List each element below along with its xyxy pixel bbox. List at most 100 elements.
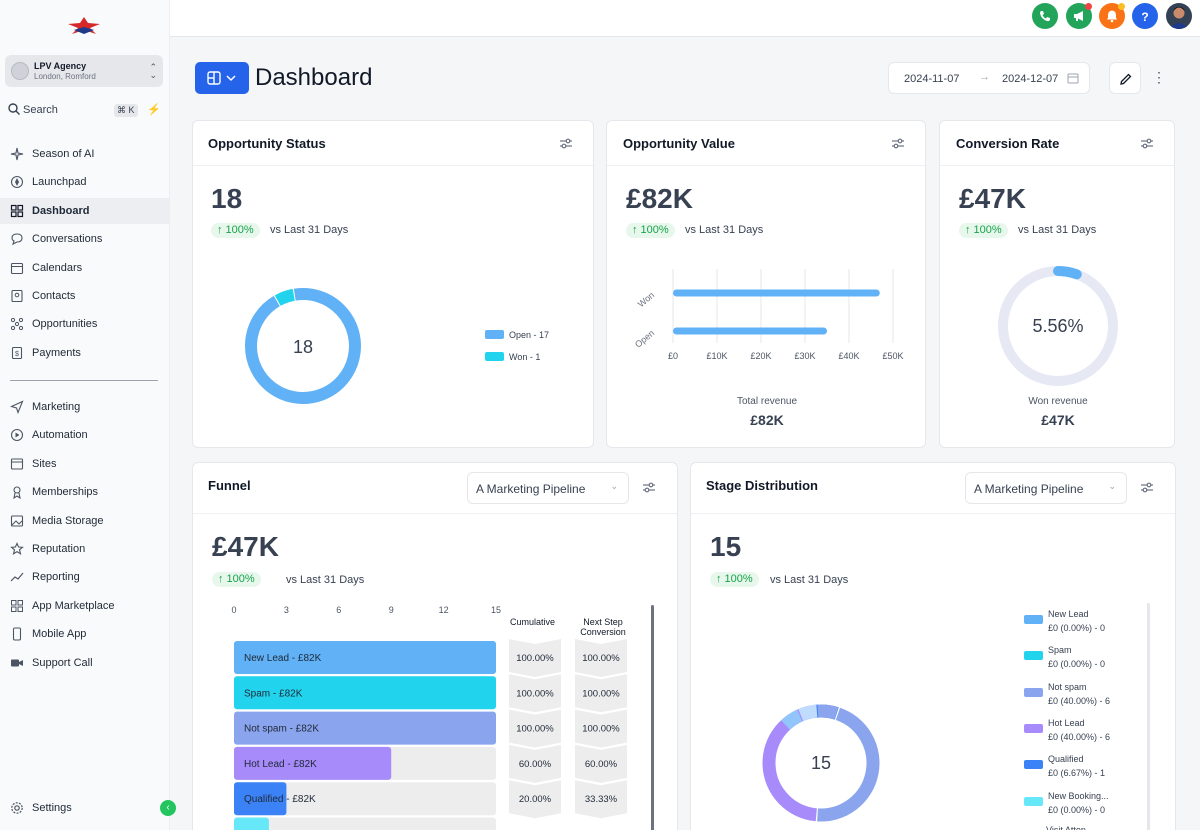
legend-item-new-booking-: New Booking... £0 (0.00%) - 0: [1024, 790, 1134, 818]
filter-icon[interactable]: [891, 137, 905, 149]
sidebar-item-opportunities[interactable]: Opportunities: [0, 311, 170, 337]
card-divider: [940, 165, 1174, 166]
y-tick-label: Won: [636, 290, 656, 309]
filter-icon[interactable]: [642, 481, 656, 493]
date-range-picker[interactable]: 2024-11-07 → 2024-12-07: [888, 62, 1090, 94]
filter-icon[interactable]: [1140, 481, 1154, 493]
sidebar-item-contacts[interactable]: Contacts: [0, 283, 170, 309]
scrollbar[interactable]: [651, 605, 654, 830]
funnel-bar[interactable]: [234, 711, 496, 745]
legend-detail: £0 (6.67%) - 1: [1048, 768, 1106, 779]
sidebar-item-marketing[interactable]: Marketing: [0, 394, 170, 420]
filter-icon[interactable]: [559, 137, 573, 149]
help-button[interactable]: ?: [1132, 3, 1158, 29]
card-divider: [193, 165, 593, 166]
legend-label: Open - 17: [509, 330, 550, 340]
pipeline-select-value: A Marketing Pipeline: [974, 482, 1084, 496]
filter-icon[interactable]: [1140, 137, 1154, 149]
donut-segment-not-spam[interactable]: [817, 707, 880, 822]
sidebar-item-reputation[interactable]: Reputation: [0, 536, 170, 562]
sidebar-item-automation[interactable]: Automation: [0, 422, 170, 448]
funnel-bar[interactable]: [234, 641, 496, 674]
pipeline-select-value: A Marketing Pipeline: [476, 482, 586, 496]
sidebar-item-reporting[interactable]: Reporting: [0, 564, 170, 590]
legend-item-won: Won - 1: [485, 351, 585, 363]
bar-open[interactable]: [673, 327, 827, 335]
donut-segment-small[interactable]: [817, 704, 839, 720]
megaphone-icon: [1074, 11, 1083, 21]
pipeline-select[interactable]: A Marketing Pipeline ⌄: [467, 472, 629, 504]
sidebar-item-season-of-ai[interactable]: Season of AI: [0, 141, 170, 167]
sidebar-item-label: Mobile App: [32, 628, 87, 641]
sidebar-item-conversations[interactable]: Conversations: [0, 226, 170, 252]
top-bar: ?: [170, 0, 1200, 37]
date-from[interactable]: 2024-11-07: [904, 73, 960, 85]
sidebar-item-launchpad[interactable]: Launchpad: [0, 169, 170, 195]
location-subtitle: London, Romford: [34, 72, 96, 81]
more-options-icon[interactable]: ⋮: [1152, 69, 1166, 85]
chart-footer-value: £47K: [1041, 412, 1075, 428]
cumulative-cell: 100.00%: [516, 688, 554, 699]
funnel-bar[interactable]: [234, 782, 287, 816]
notifications-button[interactable]: [1099, 3, 1125, 29]
bolt-icon[interactable]: ⚡: [147, 104, 161, 116]
user-avatar[interactable]: [1166, 3, 1192, 29]
sidebar-item-label: Sites: [32, 457, 57, 470]
bell-icon: [1106, 10, 1118, 23]
sidebar-item-label: Reporting: [32, 571, 80, 584]
layout-icon: [207, 71, 221, 85]
phone-button[interactable]: [1032, 3, 1058, 29]
legend-detail: £0 (40.00%) - 6: [1048, 695, 1111, 706]
legend-label: Won - 1: [509, 352, 541, 362]
notification-dot: [1085, 3, 1092, 10]
funnel-bar-track: [234, 817, 496, 830]
donut-segment-open[interactable]: [245, 288, 361, 404]
dashboard-switcher-button[interactable]: [195, 62, 249, 94]
megaphone-button[interactable]: [1066, 3, 1092, 29]
scrollbar[interactable]: [1147, 603, 1150, 830]
bar-won[interactable]: [673, 289, 880, 297]
gauge-fill[interactable]: [1053, 266, 1082, 280]
cumulative-cell-bg: [509, 674, 561, 713]
edit-dashboard-button[interactable]: [1109, 62, 1141, 94]
video-icon: [11, 659, 23, 667]
legend-detail: £0 (0.00%) - 0: [1048, 659, 1106, 670]
funnel-bar[interactable]: [234, 746, 392, 780]
funnel-bar[interactable]: [234, 676, 496, 710]
sidebar-item-dashboard[interactable]: Dashboard: [0, 197, 170, 224]
pipeline-select[interactable]: A Marketing Pipeline ⌄: [965, 472, 1127, 504]
sidebar-item-calendars[interactable]: Calendars: [0, 255, 170, 281]
sidebar-item-settings[interactable]: Settings: [0, 795, 170, 821]
donut-segment-small[interactable]: [798, 704, 818, 722]
collapse-sidebar-button[interactable]: ‹: [160, 800, 176, 816]
cumulative-cell: 100.00%: [516, 724, 554, 735]
sidebar-item-media-storage[interactable]: Media Storage: [0, 508, 170, 534]
donut-segment-small[interactable]: [781, 709, 803, 730]
trend-label: vs Last 31 Days: [770, 574, 849, 586]
sidebar-item-mobile-app[interactable]: Mobile App: [0, 621, 170, 647]
funnel-bar[interactable]: [234, 817, 269, 830]
x-tick-label: £20K: [750, 351, 771, 361]
membership-icon: [13, 486, 21, 500]
sidebar-search[interactable]: Search ⌘ K ⚡: [5, 100, 163, 120]
trend-badge: ↑ 100%: [959, 223, 1008, 238]
next-step-line-1: Next Step: [583, 617, 623, 627]
search-label: Search: [23, 104, 58, 116]
legend-item-new-lead: New Lead £0 (0.00%) - 0: [1024, 608, 1134, 636]
sidebar-item-payments[interactable]: $ Payments: [0, 340, 170, 366]
date-to[interactable]: 2024-12-07: [1002, 73, 1059, 85]
trend-label: vs Last 31 Days: [1018, 224, 1097, 236]
opportunity-value-card: Opportunity Value £82K ↑ 100% vs Last 31…: [606, 120, 926, 448]
legend-item-not-spam: Not spam £0 (40.00%) - 6: [1024, 681, 1134, 709]
legend-item-hot-lead: Hot Lead £0 (40.00%) - 6: [1024, 717, 1134, 745]
sidebar-item-memberships[interactable]: Memberships: [0, 479, 170, 505]
sidebar-item-support-call[interactable]: Support Call: [0, 650, 170, 676]
location-switcher[interactable]: LPV Agency London, Romford ⌃ ⌄: [5, 55, 163, 87]
gear-icon: [11, 802, 23, 814]
donut-segment-won[interactable]: [274, 288, 296, 306]
sidebar-item-label: Payments: [32, 346, 81, 359]
logo-icon: [68, 17, 100, 34]
sidebar-item-sites[interactable]: Sites: [0, 451, 170, 477]
legend-item-open: Open - 17: [485, 329, 585, 341]
sidebar-item-app-marketplace[interactable]: App Marketplace: [0, 593, 170, 619]
